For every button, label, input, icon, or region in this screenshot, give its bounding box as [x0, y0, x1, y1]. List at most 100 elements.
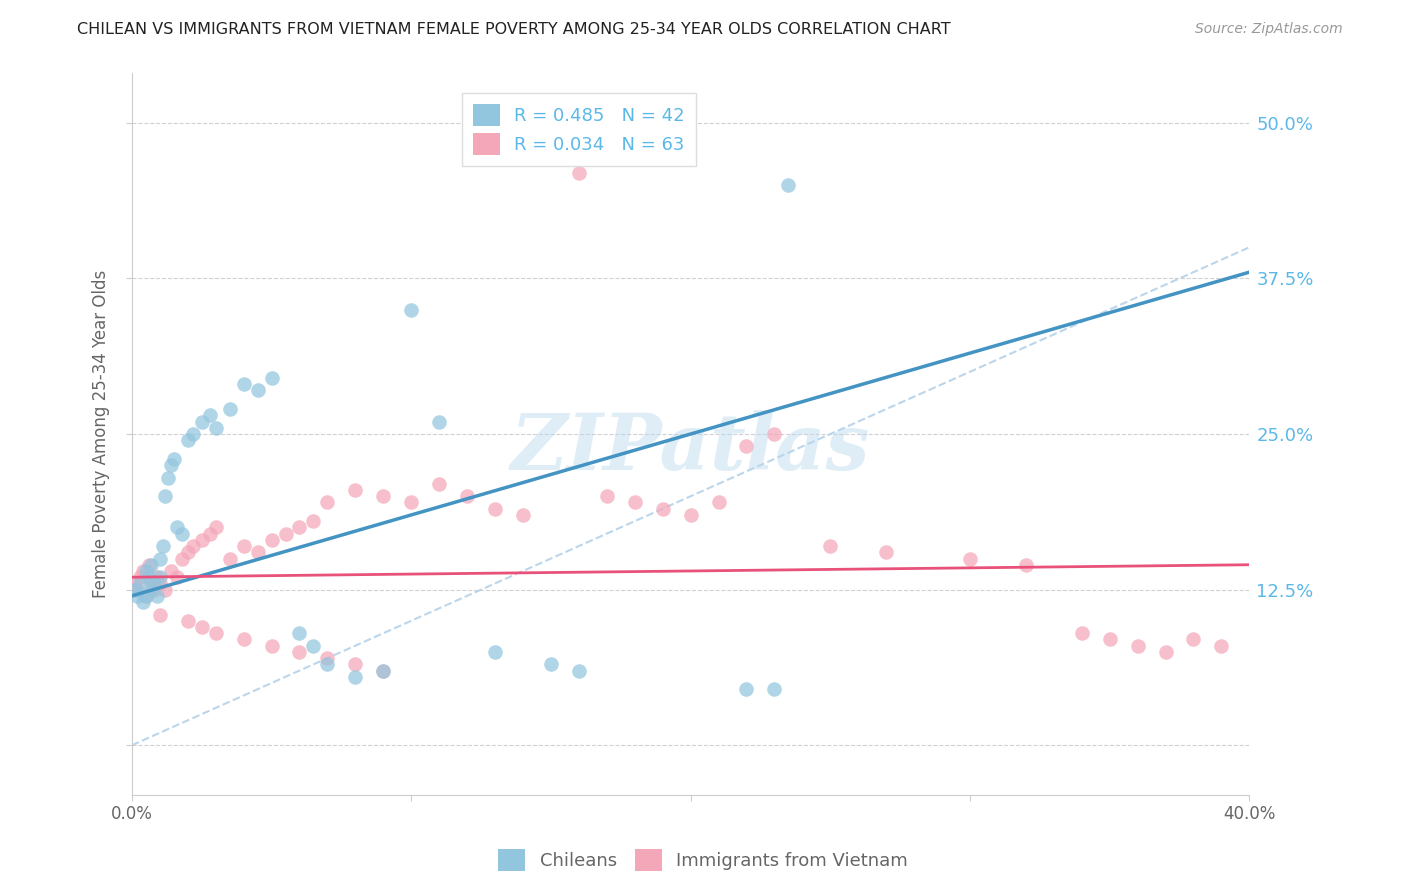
Point [1182, 632, 1205, 647]
Point [763, 427, 786, 442]
Point [160, 564, 183, 578]
Legend: Chileans, Immigrants from Vietnam: Chileans, Immigrants from Vietnam [491, 842, 915, 879]
Point [651, 501, 673, 516]
Point [149, 576, 172, 591]
Point [141, 582, 163, 597]
Point [138, 558, 160, 572]
Point [124, 576, 146, 591]
Point [232, 377, 254, 392]
Point [232, 632, 254, 647]
Text: ZIPatlas: ZIPatlas [510, 410, 870, 487]
Point [373, 664, 395, 678]
Point [260, 371, 283, 385]
Point [373, 664, 395, 678]
Point [149, 607, 172, 622]
Point [132, 564, 155, 578]
Point [568, 664, 591, 678]
Point [166, 520, 188, 534]
Point [623, 495, 645, 509]
Text: CHILEAN VS IMMIGRANTS FROM VIETNAM FEMALE POVERTY AMONG 25-34 YEAR OLDS CORRELAT: CHILEAN VS IMMIGRANTS FROM VIETNAM FEMAL… [77, 22, 950, 37]
Point [540, 657, 562, 672]
Point [512, 508, 534, 522]
Point [232, 539, 254, 553]
Point [373, 489, 395, 503]
Point [190, 620, 212, 634]
Point [763, 682, 786, 697]
Point [1070, 626, 1092, 640]
Point [135, 589, 157, 603]
Point [820, 539, 842, 553]
Point [1211, 639, 1233, 653]
Point [484, 501, 506, 516]
Point [316, 495, 339, 509]
Point [218, 551, 240, 566]
Point [959, 551, 981, 566]
Point [190, 533, 212, 547]
Point [177, 545, 200, 559]
Point [399, 302, 422, 317]
Point [707, 495, 730, 509]
Point [129, 576, 152, 591]
Point [484, 645, 506, 659]
Point [149, 551, 172, 566]
Point [172, 526, 194, 541]
Point [344, 483, 367, 497]
Point [316, 651, 339, 665]
Point [302, 514, 325, 528]
Text: Source: ZipAtlas.com: Source: ZipAtlas.com [1195, 22, 1343, 37]
Point [735, 682, 758, 697]
Point [288, 626, 311, 640]
Point [132, 595, 155, 609]
Point [288, 520, 311, 534]
Point [172, 551, 194, 566]
Point [160, 458, 183, 472]
Point [316, 657, 339, 672]
Point [568, 165, 591, 179]
Point [129, 570, 152, 584]
Point [260, 533, 283, 547]
Point [157, 470, 180, 484]
Point [163, 451, 186, 466]
Y-axis label: Female Poverty Among 25-34 Year Olds: Female Poverty Among 25-34 Year Olds [93, 270, 110, 599]
Point [735, 440, 758, 454]
Point [124, 582, 146, 597]
Point [427, 476, 450, 491]
Point [198, 409, 221, 423]
Point [141, 558, 163, 572]
Point [456, 489, 478, 503]
Point [204, 520, 226, 534]
Point [149, 570, 172, 584]
Point [399, 495, 422, 509]
Point [246, 384, 269, 398]
Point [1154, 645, 1177, 659]
Point [875, 545, 897, 559]
Point [146, 589, 169, 603]
Point [141, 576, 163, 591]
Point [143, 576, 166, 591]
Point [135, 589, 157, 603]
Point [204, 626, 226, 640]
Point [181, 539, 204, 553]
Point [679, 508, 702, 522]
Point [246, 545, 269, 559]
Point [596, 489, 619, 503]
Point [540, 141, 562, 155]
Point [344, 670, 367, 684]
Legend: R = 0.485   N = 42, R = 0.034   N = 63: R = 0.485 N = 42, R = 0.034 N = 63 [463, 93, 696, 166]
Point [127, 582, 149, 597]
Point [166, 570, 188, 584]
Point [288, 645, 311, 659]
Point [152, 539, 174, 553]
Point [778, 178, 800, 192]
Point [274, 526, 297, 541]
Point [177, 434, 200, 448]
Point [127, 589, 149, 603]
Point [181, 427, 204, 442]
Point [1098, 632, 1121, 647]
Point [155, 582, 177, 597]
Point [1015, 558, 1038, 572]
Point [135, 564, 157, 578]
Point [190, 415, 212, 429]
Point [177, 614, 200, 628]
Point [155, 489, 177, 503]
